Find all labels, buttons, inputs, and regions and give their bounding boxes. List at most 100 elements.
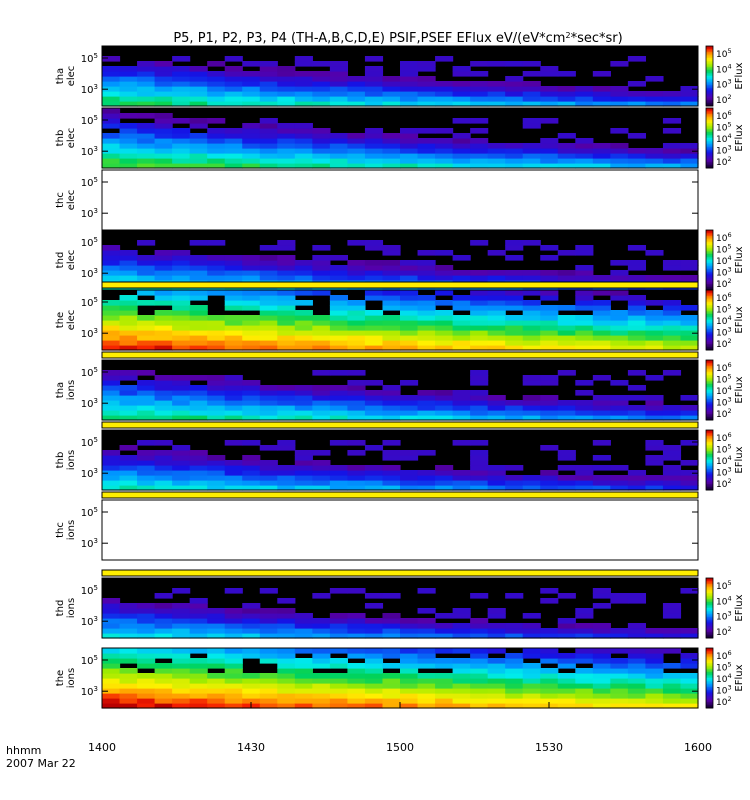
- colorbar-tick-label: 106: [716, 291, 732, 304]
- spectrogram-cell: [417, 395, 436, 401]
- spectrogram-cell: [645, 405, 664, 411]
- spectrogram-cell: [417, 415, 436, 421]
- spectrogram-cell: [259, 628, 278, 634]
- spectrogram-cell: [207, 465, 226, 471]
- colorbar-segment: [706, 314, 713, 316]
- colorbar-segment: [706, 600, 713, 603]
- spectrogram-cell: [119, 335, 138, 341]
- spectrogram-cell: [312, 460, 331, 466]
- spectrogram-cell: [312, 320, 331, 326]
- spectrogram-cell: [102, 405, 121, 411]
- spectrogram-cell: [259, 320, 278, 326]
- spectrogram-cell: [102, 375, 121, 381]
- spectrogram-cell: [294, 275, 313, 281]
- spectrogram-cell: [347, 76, 366, 82]
- spectrogram-cell: [154, 148, 173, 154]
- colorbar-segment: [706, 157, 713, 160]
- spectrogram-cell: [189, 375, 208, 381]
- spectrogram-cell: [137, 340, 156, 346]
- spectrogram-cell: [540, 480, 559, 486]
- spectrogram-cell: [417, 485, 436, 491]
- spectrogram-cell: [540, 678, 559, 684]
- spectrogram-cell: [172, 163, 191, 169]
- colorbar-segment: [706, 702, 713, 704]
- spectrogram-cell: [294, 703, 313, 709]
- colorbar-frame: [705, 359, 714, 421]
- spectrogram-cell: [119, 133, 138, 139]
- spectrogram-cell: [627, 475, 647, 481]
- spectrogram-cell: [172, 250, 191, 256]
- spectrogram-cell: [610, 633, 629, 639]
- spectrogram-cell: [627, 315, 647, 321]
- spectrogram-cell: [540, 410, 559, 416]
- spectrogram-cell: [312, 703, 331, 709]
- spectrogram-cell: [224, 415, 243, 421]
- spectrogram-cell: [102, 470, 121, 476]
- colorbar-segment: [706, 287, 713, 289]
- spectrogram-cell: [102, 475, 121, 481]
- spectrogram-cell: [329, 703, 349, 709]
- y-tick-label: 105: [81, 114, 98, 127]
- panel-label: thcelec: [55, 190, 77, 211]
- spectrogram-cell: [347, 158, 366, 164]
- spectrogram-cell: [137, 76, 156, 82]
- spectrogram-cell: [435, 330, 454, 336]
- spectrogram-cell: [347, 440, 366, 446]
- spectrogram-cell: [224, 410, 243, 416]
- colorbar-segment: [706, 363, 713, 365]
- spectrogram-cell: [627, 101, 647, 107]
- colorbar-segment: [706, 457, 713, 459]
- spectrogram-cell: [294, 450, 313, 456]
- spectrogram-cell: [645, 76, 664, 82]
- spectrogram-cell: [189, 628, 208, 634]
- spectrogram-cell: [417, 480, 436, 486]
- spectrogram-cell: [382, 390, 401, 396]
- spectrogram-cell: [592, 588, 611, 594]
- spectrogram-cell: [224, 71, 243, 77]
- spectrogram-cell: [189, 148, 208, 154]
- spectrogram-cell: [189, 101, 208, 107]
- spectrogram-cell: [172, 410, 191, 416]
- spectrogram-cell: [417, 275, 436, 281]
- spectrogram-cell: [610, 158, 629, 164]
- spectrogram-cell: [487, 290, 506, 296]
- spectrogram-cell: [347, 340, 366, 346]
- spectrogram-cell: [242, 618, 261, 624]
- spectrogram-cell: [172, 275, 191, 281]
- spectrogram-cell: [645, 163, 664, 169]
- spectrogram-cell: [627, 470, 647, 476]
- colorbar-segment: [706, 693, 713, 695]
- spectrogram-cell: [119, 465, 138, 471]
- spectrogram-cell: [172, 693, 191, 699]
- spectrogram-cell: [505, 61, 524, 67]
- spectrogram-cell: [277, 658, 296, 664]
- spectrogram-cell: [154, 480, 173, 486]
- spectrogram-cell: [505, 275, 524, 281]
- colorbar-segment: [706, 255, 713, 258]
- colorbar-tick-label: 104: [716, 62, 732, 75]
- spectrogram-cell: [312, 245, 331, 251]
- spectrogram-cell: [277, 290, 296, 296]
- spectrogram-cell: [347, 315, 366, 321]
- colorbar-segment: [706, 348, 713, 351]
- panel-frame: [101, 577, 699, 639]
- colorbar-segment: [706, 62, 713, 65]
- spectrogram-cell: [417, 335, 436, 341]
- spectrogram-cell: [189, 91, 208, 97]
- spectrogram-cell: [154, 255, 173, 261]
- spectrogram-cell: [172, 91, 191, 97]
- spectrogram-cell: [119, 613, 138, 619]
- spectrogram-cell: [417, 330, 436, 336]
- spectrogram-cell: [102, 460, 121, 466]
- spectrogram-cell: [347, 698, 366, 704]
- colorbar-segment: [706, 440, 713, 443]
- spectrogram-cell: [189, 305, 208, 311]
- spectrogram-cell: [137, 330, 156, 336]
- spectrogram-cell: [557, 153, 576, 159]
- panel-frame: [101, 429, 699, 491]
- spectrogram-cell: [119, 628, 138, 634]
- colorbar-segment: [706, 629, 713, 631]
- spectrogram-cell: [364, 138, 384, 144]
- spectrogram-cell: [627, 698, 647, 704]
- spectrogram-cell: [610, 315, 629, 321]
